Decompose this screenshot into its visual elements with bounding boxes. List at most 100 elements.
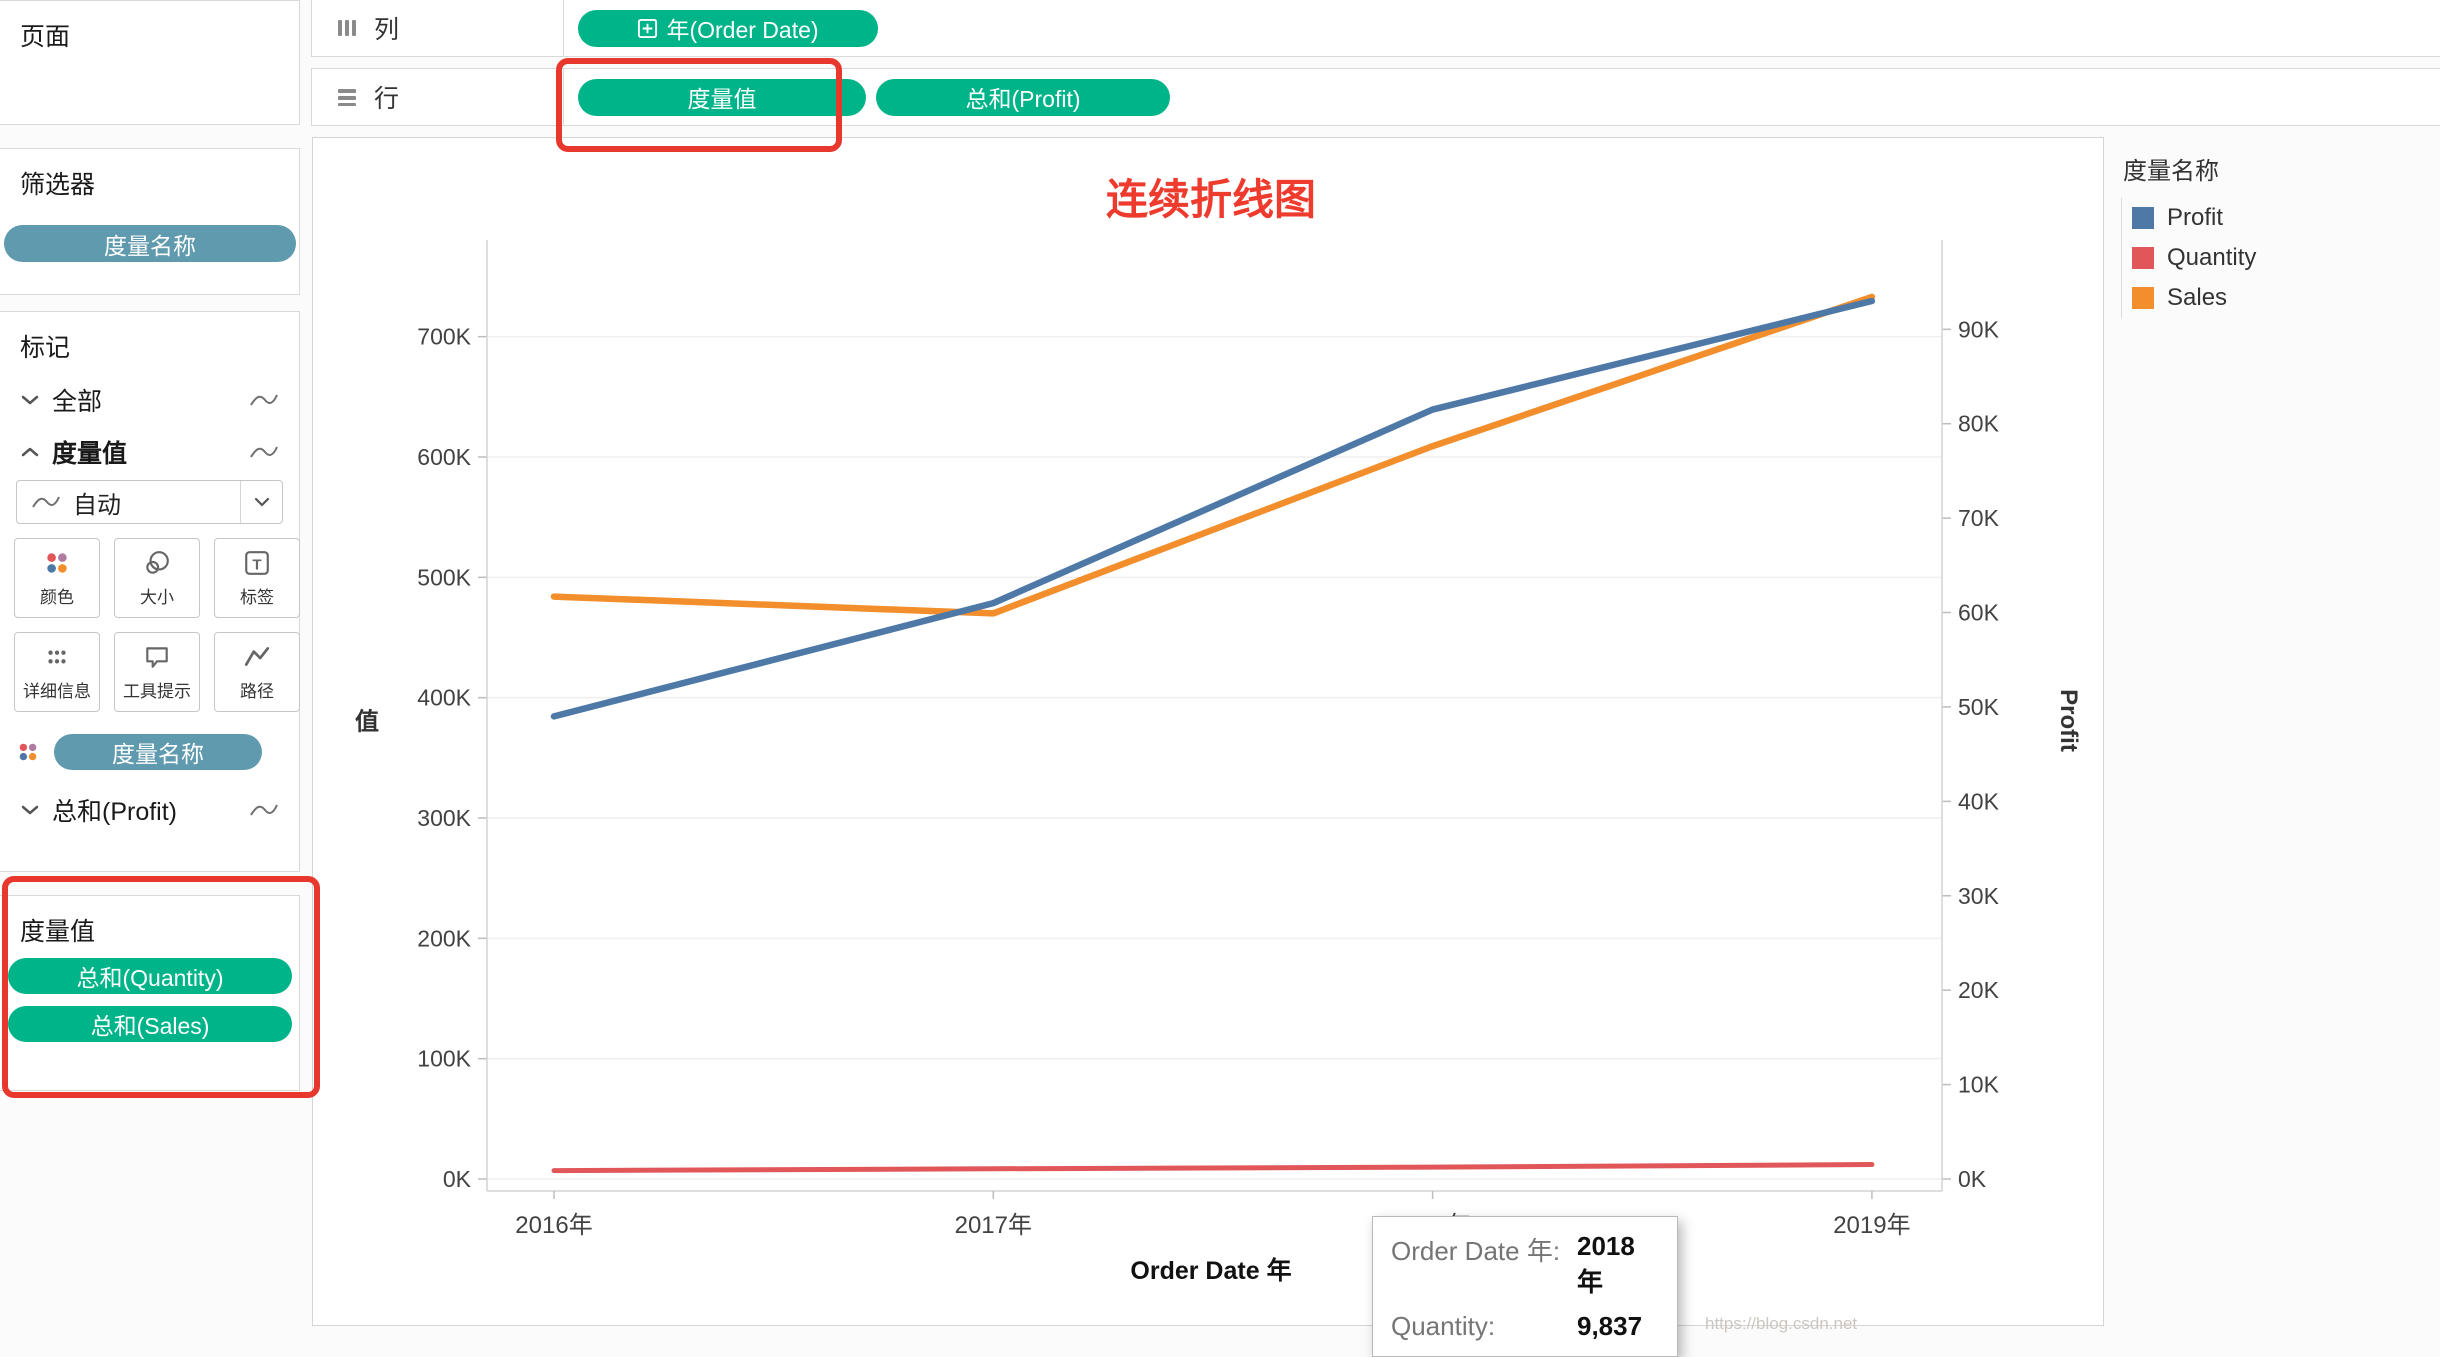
color-pill-measure-names[interactable]: 度量名称 [54, 734, 262, 770]
quantity-swatch [2132, 247, 2154, 269]
svg-text:0K: 0K [1958, 1166, 1987, 1192]
svg-text:2017年: 2017年 [955, 1212, 1032, 1239]
pages-shelf[interactable]: 页面 [0, 0, 300, 125]
pill-sum-sales[interactable]: 总和(Sales) [8, 1006, 292, 1042]
mark-type-value: 自动 [73, 491, 121, 519]
svg-text:400K: 400K [417, 685, 471, 711]
pill-measure-values[interactable]: 度量值 [578, 78, 866, 116]
date-hierarchy-icon[interactable] [637, 18, 658, 39]
columns-shelf-text: 列 [374, 16, 400, 44]
svg-text:2019年: 2019年 [1833, 1212, 1910, 1239]
measure-values-card-label: 度量值 [20, 918, 96, 946]
label-button-label: 标签 [240, 587, 274, 607]
color-legend: 度量名称 Profit Quantity Sales [2121, 137, 2428, 318]
detail-button[interactable]: 详细信息 [14, 632, 100, 712]
legend-items: Profit Quantity Sales [2121, 198, 2428, 318]
size-button[interactable]: 大小 [114, 538, 200, 618]
pill-sum-quantity[interactable]: 总和(Quantity) [8, 958, 292, 994]
tooltip-quantity-value: 9,837 [1577, 1311, 1643, 1341]
line-mark-icon [249, 801, 279, 819]
line-mark-icon [249, 391, 279, 409]
chevron-up-icon[interactable] [20, 446, 40, 458]
svg-text:2016年: 2016年 [515, 1212, 592, 1239]
marks-buttons-grid: 颜色 大小 T 标签 详细信息 [0, 538, 300, 712]
svg-text:80K: 80K [1958, 411, 2000, 437]
size-button-label: 大小 [140, 587, 174, 607]
color-pill-label: 度量名称 [112, 741, 204, 767]
svg-text:Order Date 年: Order Date 年 [1130, 1256, 1291, 1285]
legend-item-quantity[interactable]: Quantity [2132, 238, 2428, 278]
mark-type-dropdown[interactable]: 自动 [16, 480, 283, 524]
pill-year-order-date[interactable]: 年(Order Date) [578, 9, 878, 47]
pill-sum-profit[interactable]: 总和(Profit) [876, 78, 1170, 116]
tooltip-date-label: Order Date 年: [1391, 1236, 1561, 1266]
tooltip-date-value: 2018年 [1577, 1231, 1635, 1297]
svg-text:100K: 100K [417, 1046, 471, 1072]
pill-year-order-date-label: 年(Order Date) [666, 17, 819, 43]
rows-shelf-pills: 度量值 总和(Profit) [564, 78, 1170, 116]
svg-text:Profit: Profit [2055, 689, 2082, 752]
line-chart[interactable]: 0K 100K 200K 300K 400K 500K 600K 700K 0K 10K 20K 30… [313, 138, 2103, 1325]
legend-item-sales[interactable]: Sales [2132, 278, 2428, 318]
marks-row-measure-values[interactable]: 度量值 [0, 426, 299, 478]
pill-sum-sales-label: 总和(Sales) [90, 1013, 210, 1039]
marks-row-all-label: 全部 [52, 388, 103, 416]
svg-text:60K: 60K [1958, 600, 2000, 626]
label-button[interactable]: T 标签 [214, 538, 300, 618]
marks-row-measure-values-label: 度量值 [52, 440, 128, 468]
marks-row-profit[interactable]: 总和(Profit) [0, 784, 299, 836]
columns-shelf-label: 列 [312, 0, 564, 56]
text-label-icon: T [243, 549, 271, 577]
svg-text:值: 值 [355, 708, 379, 736]
rows-icon [336, 87, 358, 107]
marks-card: 标记 全部 度量值 自动 [0, 311, 300, 872]
path-button-label: 路径 [240, 681, 274, 701]
chart-area: 0K 100K 200K 300K 400K 500K 600K 700K 0K 10K 20K 30… [312, 137, 2104, 1326]
legend-item-sales-label: Sales [2167, 284, 2228, 311]
svg-text:30K: 30K [1958, 883, 2000, 909]
line-mark-icon [249, 443, 279, 461]
svg-text:0K: 0K [443, 1166, 472, 1192]
columns-shelf: 列 年(Order Date) [311, 0, 2440, 57]
columns-shelf-pills: 年(Order Date) [564, 9, 878, 47]
rows-shelf: 行 度量值 总和(Profit) [311, 68, 2440, 126]
path-zigzag-icon [243, 643, 271, 671]
color-button[interactable]: 颜色 [14, 538, 100, 618]
svg-text:连续折线图: 连续折线图 [1106, 176, 1316, 223]
filters-shelf[interactable]: 筛选器 度量名称 [0, 148, 300, 295]
detail-dots-icon [43, 643, 71, 671]
rows-shelf-label: 行 [312, 69, 564, 125]
dropdown-caret-icon[interactable] [240, 481, 282, 523]
legend-item-profit-label: Profit [2167, 204, 2224, 231]
line-mark-icon [31, 493, 61, 511]
marks-row-all[interactable]: 全部 [0, 374, 299, 426]
svg-text:700K: 700K [417, 324, 471, 350]
size-circles-icon [143, 549, 171, 577]
filter-pill-label: 度量名称 [104, 232, 196, 259]
svg-text:70K: 70K [1958, 505, 2000, 531]
svg-text:10K: 10K [1958, 1072, 2000, 1098]
legend-item-profit[interactable]: Profit [2132, 198, 2428, 238]
svg-text:20K: 20K [1958, 977, 2000, 1003]
color-button-label: 颜色 [40, 587, 74, 607]
watermark: https://blog.csdn.net [1705, 1314, 1858, 1333]
filters-shelf-label: 筛选器 [20, 171, 96, 199]
svg-text:500K: 500K [417, 564, 471, 590]
pages-shelf-label: 页面 [20, 23, 71, 51]
detail-button-label: 详细信息 [23, 681, 91, 701]
columns-icon [336, 18, 358, 38]
pill-measure-values-label: 度量值 [687, 86, 757, 112]
legend-title: 度量名称 [2123, 158, 2219, 185]
chevron-down-icon[interactable] [20, 804, 40, 816]
marks-row-profit-label: 总和(Profit) [52, 798, 178, 826]
tooltip-button-label: 工具提示 [123, 681, 191, 701]
tooltip-button[interactable]: 工具提示 [114, 632, 200, 712]
filter-pill-measure-names[interactable]: 度量名称 [4, 225, 296, 262]
tooltip-quantity-label: Quantity: [1391, 1311, 1496, 1341]
color-dots-icon [43, 549, 71, 577]
color-dots-icon [16, 740, 40, 764]
chevron-down-icon[interactable] [20, 394, 40, 406]
svg-text:90K: 90K [1958, 316, 2000, 342]
path-button[interactable]: 路径 [214, 632, 300, 712]
